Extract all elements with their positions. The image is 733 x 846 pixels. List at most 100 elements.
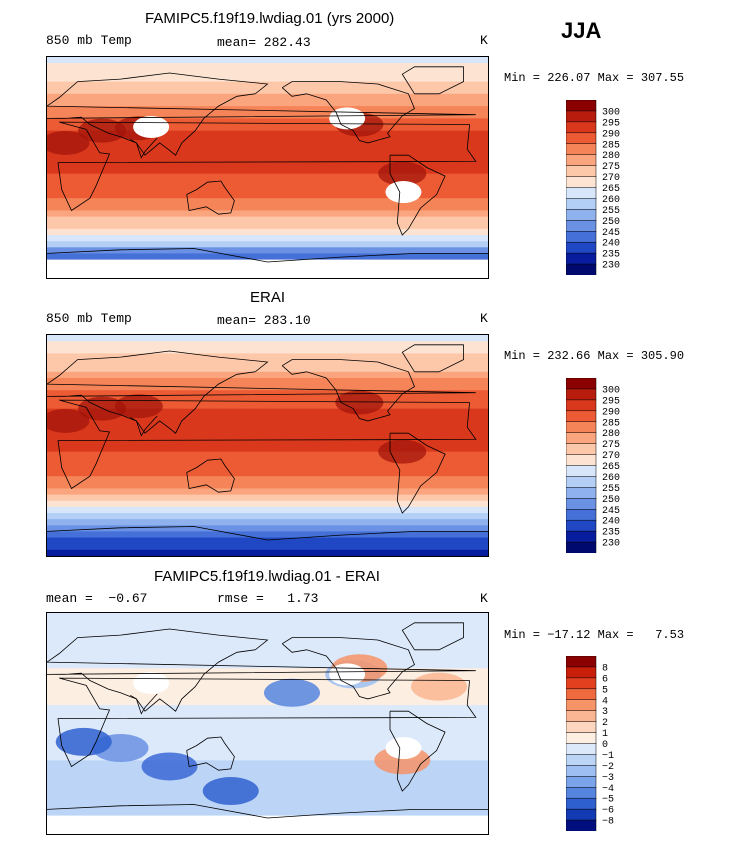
lat-band: [47, 662, 488, 669]
colorbar-swatch: [566, 732, 597, 745]
lat-band: [47, 353, 488, 361]
lat-band: [47, 649, 488, 657]
panel-1-unit: K: [480, 33, 488, 48]
panel-3-minmax: Min = −17.12 Max = 7.53: [504, 628, 685, 642]
lat-band: [47, 457, 488, 465]
panel-1-colorbar: 3002952902852802752702652602552502452402…: [566, 100, 620, 275]
colorbar-tick-label: 2: [602, 718, 608, 729]
lat-band: [47, 142, 488, 150]
colorbar-swatch: [566, 677, 597, 690]
lat-band: [47, 130, 488, 138]
lat-band: [47, 470, 488, 477]
lat-band: [47, 118, 488, 126]
colorbar-tick-label: 275: [602, 440, 620, 451]
lat-band: [47, 451, 488, 459]
panel-1-mean: mean= 282.43: [217, 35, 311, 50]
lat-band: [47, 216, 488, 224]
panel-2-mean: mean= 283.10: [217, 313, 311, 328]
colorbar-swatch: [566, 656, 597, 668]
lat-band: [47, 482, 488, 490]
lat-band: [47, 537, 488, 545]
colorbar-swatch: [566, 721, 597, 734]
colorbar-swatch: [566, 498, 597, 510]
lat-band: [47, 705, 488, 712]
colorbar-swatch: [566, 465, 597, 477]
colorbar-swatch: [566, 378, 597, 390]
colorbar-tick-label: 285: [602, 140, 620, 151]
lat-band: [47, 680, 488, 688]
colorbar-swatch: [566, 220, 597, 232]
colorbar-tick-label: −2: [602, 762, 614, 773]
lat-band: [47, 228, 488, 236]
anomaly-blob: [411, 672, 467, 701]
colorbar-tick-label: −3: [602, 773, 614, 784]
lat-band: [47, 57, 488, 64]
colorbar-tick-label: 1: [602, 729, 608, 740]
colorbar-tick-label: 280: [602, 429, 620, 440]
panel-3-map: [46, 612, 489, 835]
lat-band: [47, 494, 488, 502]
lat-band: [47, 500, 488, 508]
coastline: [401, 622, 464, 651]
colorbar-tick-label: 290: [602, 407, 620, 418]
colorbar-swatch: [566, 666, 597, 679]
lat-band: [47, 124, 488, 132]
lat-band: [47, 63, 488, 70]
lat-band: [47, 619, 488, 626]
colorbar-tick-label: −5: [602, 795, 614, 806]
colorbar-tick-label: −8: [602, 817, 614, 828]
coastline: [57, 677, 477, 768]
colorbar-tick-label: 295: [602, 396, 620, 407]
panel-2-colorbar: 3002952902852802752702652602552502452402…: [566, 378, 620, 553]
colorbar-tick-label: 245: [602, 228, 620, 239]
andes-mask: [385, 737, 422, 760]
lat-band: [47, 772, 488, 780]
panel-2-unit: K: [480, 311, 488, 326]
lat-band: [47, 235, 488, 242]
lat-band: [47, 222, 488, 230]
lat-band: [47, 735, 488, 743]
lat-band: [47, 136, 488, 144]
lat-band: [47, 488, 488, 496]
panel-2-map: [46, 334, 489, 557]
colorbar-swatch: [566, 421, 597, 434]
colorbar-tick-label: 240: [602, 517, 620, 528]
lat-band: [47, 433, 488, 440]
panel-2-variable: 850 mb Temp: [46, 311, 132, 326]
coastline: [186, 180, 235, 215]
lat-band: [47, 198, 488, 205]
panel-3-unit: K: [480, 591, 488, 606]
colorbar-tick-label: 235: [602, 528, 620, 539]
antarctica-mask: [47, 815, 488, 834]
lat-band: [47, 729, 488, 737]
lat-band: [47, 809, 488, 817]
coastline: [130, 693, 158, 715]
lat-band: [47, 754, 488, 761]
panel-3-rmse: rmse = 1.73: [217, 591, 319, 606]
lat-band: [47, 396, 488, 404]
lat-band: [47, 204, 488, 212]
lat-band: [47, 717, 488, 725]
lat-band: [47, 341, 488, 348]
coastline: [57, 399, 477, 490]
colorbar-swatch: [566, 187, 597, 199]
colorbar-tick-label: 300: [602, 107, 620, 118]
colorbar-tick-label: 240: [602, 239, 620, 250]
panel-3-title: FAMIPC5.f19f19.lwdiag.01 - ERAI: [154, 568, 380, 585]
colorbar-swatch: [566, 688, 597, 701]
colorbar-tick-label: −4: [602, 784, 614, 795]
colorbar-tick-label: 230: [602, 539, 620, 550]
colorbar-tick-label: 250: [602, 217, 620, 228]
colorbar-swatch: [566, 765, 597, 777]
map-field: [47, 613, 488, 834]
colorbar-swatch: [566, 476, 597, 488]
coastline: [47, 526, 488, 541]
colorbar-tick-label: 270: [602, 451, 620, 462]
colorbar-swatch: [566, 443, 597, 456]
lat-band: [47, 797, 488, 804]
colorbar-swatch: [566, 154, 597, 167]
colorbar-swatch: [566, 519, 597, 532]
lat-band: [47, 525, 488, 533]
colorbar-tick-label: 260: [602, 473, 620, 484]
